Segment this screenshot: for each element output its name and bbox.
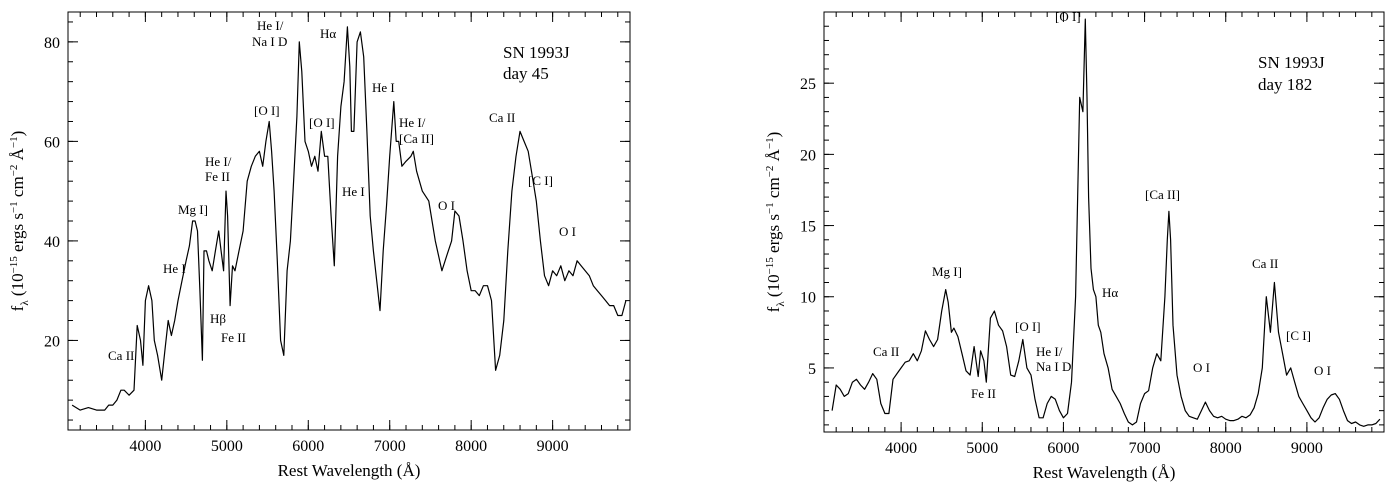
left-y-tick-label: 60 (44, 134, 60, 151)
right-label-o-i-1: [O I] (1015, 319, 1041, 334)
right-x-tick-label: 4000 (885, 440, 917, 457)
left-x-tick-label: 5000 (211, 438, 243, 455)
left-label-o-i-3: O I (438, 198, 455, 213)
right-label-c-i: [C I] (1286, 328, 1311, 343)
left-label-he-i-ca-ii-line1: He I/ (399, 115, 426, 130)
left-spectrum-line (71, 26, 627, 411)
right-x-axis-title: Rest Wavelength (Å) (1033, 463, 1176, 482)
right-y-tick-label: 15 (800, 219, 816, 236)
left-label-he-i-na-i-d-line1: He I/ (257, 18, 284, 33)
left-panel-subtitle: day 45 (503, 64, 549, 83)
left-label-o-i-4: O I (559, 224, 576, 239)
left-x-axis-title: Rest Wavelength (Å) (278, 461, 421, 480)
right-y-tick-label: 5 (808, 361, 816, 378)
left-x-tick-label: 6000 (292, 438, 324, 455)
right-y-axis-title: fλ (10−15 ergs s−1 cm−2 Å−1) (764, 132, 787, 313)
left-label-c-i: [C I] (528, 173, 553, 188)
right-label-ca-ii-1: Ca II (873, 344, 899, 359)
left-panel-title: SN 1993J (503, 43, 570, 62)
left-line-labels: Ca II He I Mg I] He I/ Fe II Hβ Fe II [O… (108, 18, 576, 363)
right-y-tick-label: 25 (800, 76, 816, 93)
left-label-he-i-2: He I (342, 184, 365, 199)
right-x-tick-label: 8000 (1210, 440, 1242, 457)
left-label-fe-ii-2: Fe II (221, 330, 246, 345)
right-x-tick-label: 6000 (1047, 440, 1079, 457)
left-y-tick-label: 80 (44, 35, 60, 52)
left-label-he-i-na-i-d-line2: Na I D (252, 34, 287, 49)
left-label-he-i-3: He I (372, 80, 395, 95)
right-chart: 4000 5000 6000 7000 8000 9000 5 10 15 20 25 Rest Wa… (764, 11, 1385, 482)
right-label-o-i-3: O I (1193, 360, 1210, 375)
right-label-fe-ii: Fe II (971, 386, 996, 401)
right-label-o-i-2: [O I] (1055, 9, 1081, 24)
right-label-ca-ii-2: [Ca II] (1145, 187, 1180, 202)
left-chart: 4000 5000 6000 7000 8000 9000 20 40 60 80 Rest Wav… (8, 11, 631, 480)
left-label-ca-ii-1: Ca II (108, 348, 134, 363)
right-label-mg-i: Mg I] (932, 264, 962, 279)
left-y-tick-label: 20 (44, 333, 60, 350)
right-y-tick-label: 20 (800, 147, 816, 164)
left-x-tick-label: 8000 (455, 438, 487, 455)
right-plot-frame (823, 11, 1385, 433)
left-label-he-i-1: He I (163, 261, 186, 276)
left-y-tick-label: 40 (44, 234, 60, 251)
left-x-tick-label: 7000 (374, 438, 406, 455)
panel-right: Ca II Mg I] Fe II [O I] He I/ Na I D [O … (764, 9, 1385, 482)
right-panel-subtitle: day 182 (1258, 75, 1312, 94)
right-x-tick-label: 9000 (1291, 440, 1323, 457)
left-label-mg-i: Mg I] (178, 202, 208, 217)
left-label-ca-ii-2: Ca II (489, 110, 515, 125)
right-x-tick-label: 7000 (1129, 440, 1161, 457)
right-spectrum-line (831, 18, 1381, 427)
right-label-ca-ii-3: Ca II (1252, 256, 1278, 271)
right-label-he-i-na-i-d-line1: He I/ (1036, 344, 1063, 359)
left-x-tick-label: 4000 (129, 438, 161, 455)
right-x-tick-label: 5000 (966, 440, 998, 457)
left-label-h-beta: Hβ (210, 311, 226, 326)
left-x-tick-label: 9000 (537, 438, 569, 455)
left-label-h-alpha: Hα (320, 26, 336, 41)
right-panel-title: SN 1993J (1258, 53, 1325, 72)
left-label-he-i-ca-ii-line2: [Ca II] (399, 131, 434, 146)
left-y-axis-title: fλ (10−15 ergs s−1 cm−2 Å−1) (8, 131, 31, 312)
right-label-o-i-4: O I (1314, 363, 1331, 378)
right-label-h-alpha: Hα (1102, 285, 1118, 300)
left-label-he-i-fe-ii-line2: Fe II (205, 169, 230, 184)
right-line-labels: Ca II Mg I] Fe II [O I] He I/ Na I D [O … (873, 9, 1331, 401)
left-label-o-i-2: [O I] (309, 115, 335, 130)
left-label-o-i-1: [O I] (254, 103, 280, 118)
panel-left: Ca II He I Mg I] He I/ Fe II Hβ Fe II [O… (8, 11, 631, 480)
right-y-tick-label: 10 (800, 290, 816, 307)
right-label-he-i-na-i-d-line2: Na I D (1036, 359, 1071, 374)
left-label-he-i-fe-ii-line1: He I/ (205, 154, 232, 169)
